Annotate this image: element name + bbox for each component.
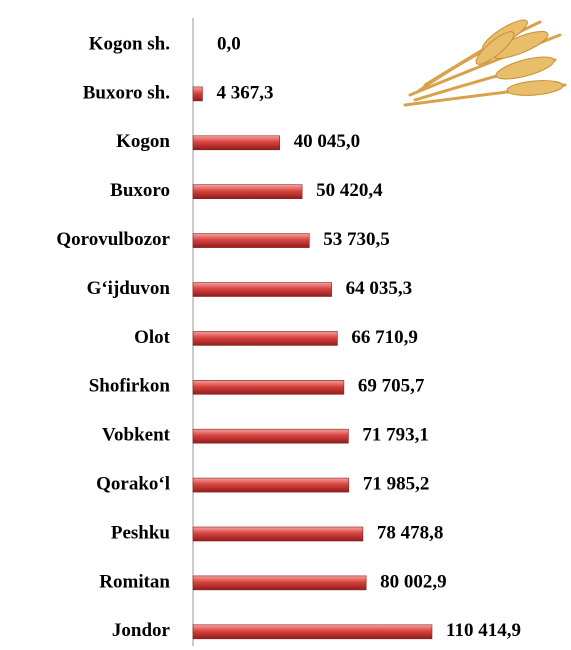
- wheat-decoration: [405, 15, 565, 105]
- value-label: 78 478,8: [377, 522, 444, 543]
- category-label: Peshku: [111, 522, 171, 543]
- value-label: 80 002,9: [380, 571, 447, 592]
- category-label: G‘ijduvon: [87, 278, 171, 299]
- bar: [193, 478, 349, 492]
- category-label: Vobkent: [102, 425, 171, 446]
- category-label: Qorako‘l: [96, 473, 170, 494]
- category-label: Buxoro: [110, 180, 170, 201]
- chart: Kogon sh. 0,0 Buxoro sh. 4 367,3 Kogon 40 045…: [0, 0, 571, 650]
- value-label: 69 705,7: [358, 376, 425, 397]
- bar: [193, 429, 348, 443]
- bar: [193, 87, 202, 101]
- category-label: Qorovulbozor: [56, 229, 170, 250]
- category-label: Buxoro sh.: [83, 82, 170, 103]
- bar: [193, 234, 309, 248]
- value-label: 71 793,1: [362, 425, 429, 446]
- value-label: 66 710,9: [351, 327, 418, 348]
- value-label: 40 045,0: [294, 131, 361, 152]
- category-label: Kogon sh.: [89, 33, 170, 54]
- category-label: Shofirkon: [89, 376, 171, 397]
- bar: [193, 625, 432, 639]
- bar: [193, 185, 302, 199]
- bar: [193, 331, 337, 345]
- value-label: 110 414,9: [446, 620, 521, 641]
- value-label: 50 420,4: [316, 180, 383, 201]
- value-label: 71 985,2: [363, 473, 430, 494]
- value-label: 0,0: [217, 33, 241, 54]
- bar: [193, 380, 344, 394]
- bar: [193, 136, 280, 150]
- value-label: 4 367,3: [216, 82, 273, 103]
- bar: [193, 527, 363, 541]
- category-label: Kogon: [116, 131, 170, 152]
- category-label: Olot: [134, 327, 171, 348]
- value-label: 53 730,5: [323, 229, 390, 250]
- category-label: Romitan: [99, 571, 170, 592]
- category-label: Jondor: [112, 620, 171, 641]
- value-label: 64 035,3: [346, 278, 413, 299]
- bar: [193, 576, 366, 590]
- bar: [193, 283, 332, 297]
